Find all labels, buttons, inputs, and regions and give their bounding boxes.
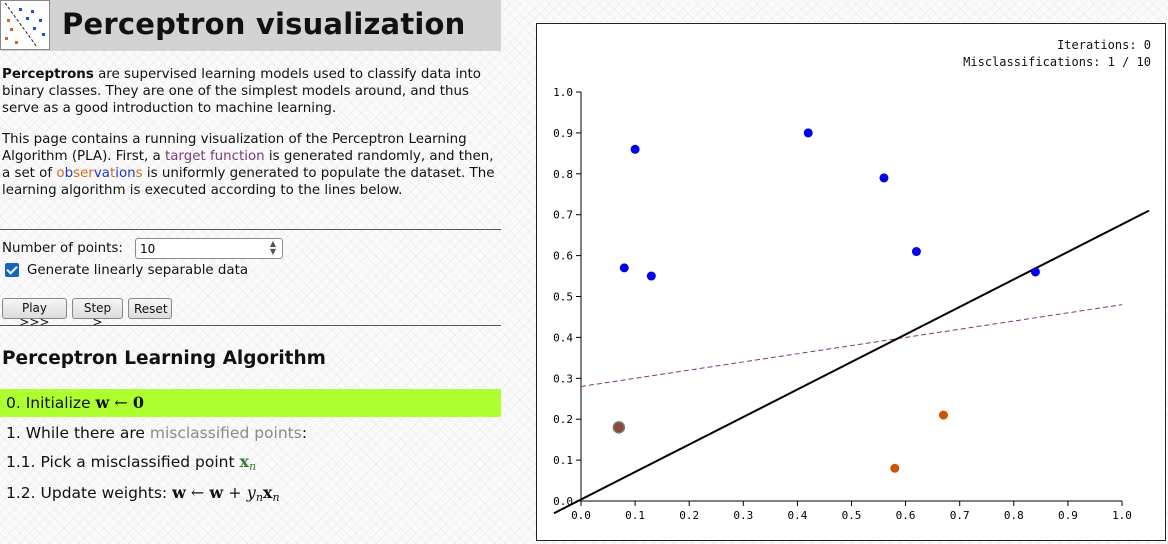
step-formula: w ← 0 [95,393,145,412]
data-point [1030,267,1040,277]
data-point [803,128,813,138]
x-tick-label: 0.6 [896,509,916,522]
linear-separable-checkbox[interactable] [5,263,19,277]
divider [0,229,501,230]
data-point [630,144,640,154]
x-tick-label: 0.2 [679,509,699,522]
intro-text: are supervised learning models used to c… [2,67,481,116]
num-points-input[interactable] [135,238,283,259]
x-tick-label: 0.8 [1004,509,1024,522]
x-tick-label: 0.7 [950,509,970,522]
reset-button[interactable]: Reset [128,298,172,319]
step-formula: xn [239,452,257,473]
observations-letter: v [93,166,102,181]
intro-paragraph: Perceptrons are supervised learning mode… [2,66,502,117]
y-tick-label: 1.0 [553,86,573,99]
page-header: Perceptron visualization [0,0,501,51]
description-text-a: This page contains a running visualizati… [2,132,467,164]
linear-separable-label: Generate linearly separable data [27,263,249,278]
target-function-line [580,304,1123,387]
observations-letter: o [118,166,128,181]
x-tick-label: 0.1 [625,509,645,522]
y-tick-label: 0.2 [553,413,573,426]
scatter-chart: 0.0 0.1 0.2 0.3 0.4 0.5 0.6 0.7 0.8 0.9 1.0 0.0 0.1 0… [553,86,1150,522]
data-point [646,271,656,281]
algorithm-title: Perceptron Learning Algorithm [2,348,326,369]
divider [0,325,501,326]
observations-letter: t [109,166,116,181]
description-text-b: is generated randomly, and then, a set o… [2,149,494,181]
y-tick-label: 0.3 [553,372,573,385]
misclassified-points-link[interactable]: misclassified points [149,424,302,442]
step-text: 1. While there are [6,424,150,442]
y-tick-label: 0.4 [553,331,573,344]
page-title: Perceptron visualization [62,7,466,41]
y-tick-label: 0.8 [553,168,573,181]
step-text: 0. Initialize [6,394,96,412]
x-tick-label: 0.3 [733,509,753,522]
x-tick-label: 0.9 [1058,509,1078,522]
data-point [890,463,900,473]
algorithm-step-1: 1. While there are misclassified points: [0,419,501,447]
scatter-plot-icon [0,0,50,50]
observations-letter: s [135,166,143,181]
y-tick-label: 0.0 [553,495,573,508]
observations-link[interactable]: observations [56,166,142,181]
target-function-link[interactable]: target function [164,149,265,164]
step-button[interactable]: Step > [72,298,123,329]
data-point [911,247,921,257]
y-tick-label: 0.9 [553,127,573,140]
perceptrons-term: Perceptrons [2,67,94,82]
observations-letter: o [56,166,65,181]
misclassified-point [612,421,626,434]
num-points-label: Number of points: [2,241,123,256]
plot-panel: 0.0 0.1 0.2 0.3 0.4 0.5 0.6 0.7 0.8 0.9 1.0 0.0 0.1 0… [536,23,1166,541]
step-text: 1.1. Pick a misclassified point [6,453,240,471]
data-point [938,410,948,420]
algorithm-step-3: 1.2. Update weights: w ← w + ynxn [0,479,501,507]
algorithm-step-2: 1.1. Pick a misclassified point xn [0,448,501,476]
data-point [619,263,629,273]
step-text: : [301,424,308,442]
step-text: 1.2. Update weights: [6,484,173,502]
observations-letter: b [64,166,74,181]
x-tick-label: 0.4 [787,509,807,522]
observations-letter: a [101,166,110,181]
y-tick-label: 0.1 [553,454,573,467]
y-tick-label: 0.6 [553,250,573,263]
description-text-c: is uniformly generated to populate the d… [2,166,495,198]
description-paragraph: This page contains a running visualizati… [2,131,502,199]
iterations-counter: Iterations: 0 [1057,38,1151,52]
y-tick-label: 0.5 [553,291,573,304]
observations-letter: r [88,166,94,181]
x-tick-label: 1.0 [1112,509,1132,522]
spinner-arrows-icon[interactable]: ▲ ▼ [269,239,277,256]
misclassifications-counter: Misclassifications: 1 / 10 [963,55,1151,69]
observations-letter: n [127,166,136,181]
play-button[interactable]: Play >>> [2,298,67,329]
stats-panel: Iterations: 0 Misclassifications: 1 / 10 [963,37,1151,71]
x-tick-label: 0.0 [571,509,591,522]
observations-letter: s [73,166,81,181]
y-tick-label: 0.7 [553,209,573,222]
data-point [879,173,889,183]
observations-letter: i [115,166,119,181]
observations-letter: e [80,166,89,181]
algorithm-step-0: 0. Initialize w ← 0 [0,389,501,417]
step-formula: w ← w + ynxn [172,483,280,504]
x-tick-label: 0.5 [842,509,862,522]
hypothesis-line [553,209,1150,515]
